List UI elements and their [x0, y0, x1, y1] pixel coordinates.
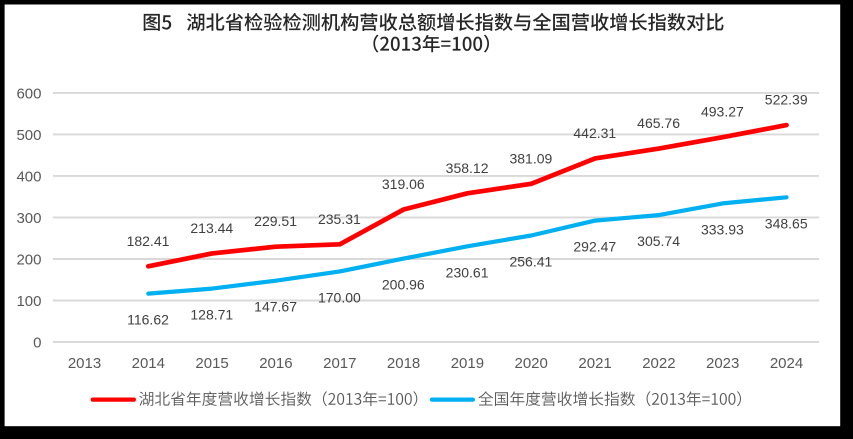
svg-text:348.65: 348.65: [765, 215, 808, 231]
svg-text:333.93: 333.93: [701, 221, 744, 237]
svg-text:230.61: 230.61: [446, 264, 489, 280]
svg-text:213.44: 213.44: [190, 220, 233, 236]
svg-text:300: 300: [16, 210, 41, 227]
svg-text:2021: 2021: [578, 355, 611, 372]
svg-text:2022: 2022: [642, 355, 675, 372]
svg-text:200: 200: [16, 251, 41, 268]
svg-text:358.12: 358.12: [446, 160, 489, 176]
svg-text:500: 500: [16, 127, 41, 144]
svg-text:200.96: 200.96: [382, 277, 425, 293]
svg-text:116.62: 116.62: [127, 312, 169, 328]
svg-text:170.00: 170.00: [318, 289, 361, 305]
svg-text:400: 400: [16, 168, 41, 185]
svg-text:147.67: 147.67: [254, 299, 297, 315]
svg-text:128.71: 128.71: [190, 307, 233, 323]
svg-text:229.51: 229.51: [254, 213, 297, 229]
svg-text:465.76: 465.76: [637, 115, 680, 131]
svg-text:2016: 2016: [259, 355, 292, 372]
svg-text:2018: 2018: [387, 355, 420, 372]
svg-text:2019: 2019: [451, 355, 484, 372]
svg-text:319.06: 319.06: [382, 176, 425, 192]
svg-text:182.41: 182.41: [127, 233, 170, 249]
svg-text:292.47: 292.47: [573, 239, 616, 255]
svg-text:493.27: 493.27: [701, 104, 744, 120]
svg-text:522.39: 522.39: [765, 92, 808, 108]
svg-text:2015: 2015: [195, 355, 228, 372]
svg-text:600: 600: [16, 85, 41, 102]
svg-text:2017: 2017: [323, 355, 356, 372]
svg-text:100: 100: [16, 293, 41, 310]
svg-text:256.41: 256.41: [509, 254, 552, 270]
svg-text:235.31: 235.31: [318, 211, 361, 227]
svg-text:2020: 2020: [515, 355, 548, 372]
svg-text:2013: 2013: [68, 355, 101, 372]
svg-text:2023: 2023: [706, 355, 739, 372]
svg-text:0: 0: [33, 334, 41, 351]
svg-text:381.09: 381.09: [509, 150, 552, 166]
svg-text:2014: 2014: [132, 355, 165, 372]
svg-text:442.31: 442.31: [573, 125, 616, 141]
svg-text:305.74: 305.74: [637, 233, 680, 249]
svg-text:2024: 2024: [770, 355, 803, 372]
